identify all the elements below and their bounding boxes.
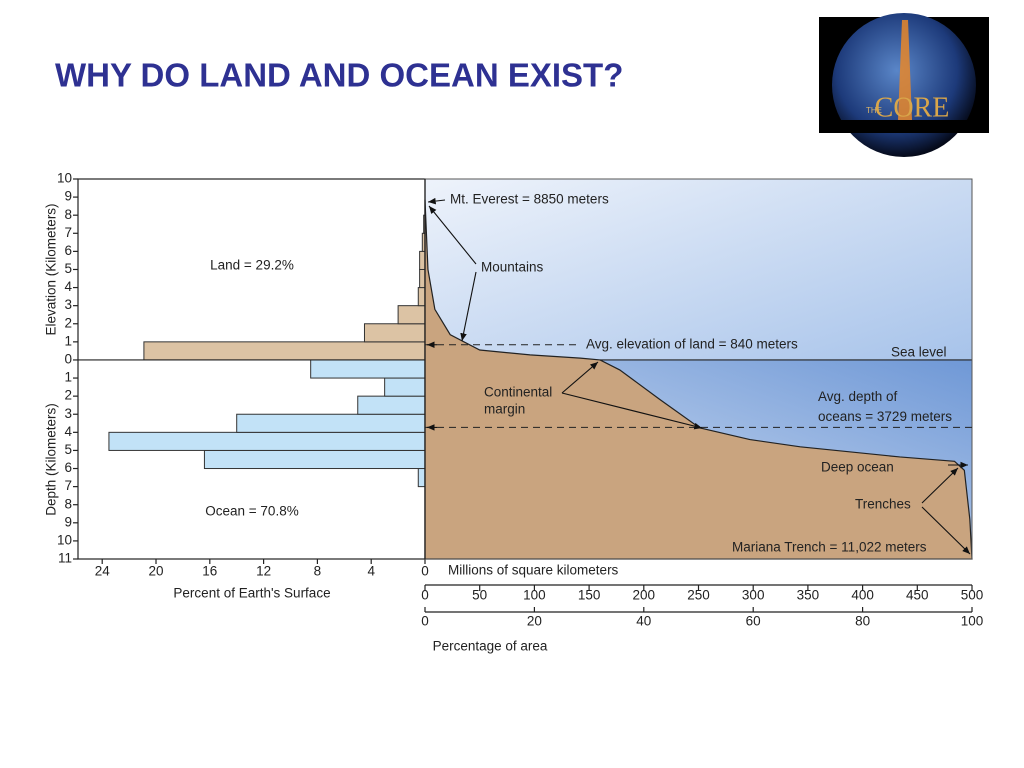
arrow bbox=[561, 361, 599, 394]
x2-tick-label: 80 bbox=[855, 614, 870, 629]
y-tick-label: 10 bbox=[57, 532, 72, 547]
annotation: Land = 29.2% bbox=[210, 257, 294, 272]
bar bbox=[397, 305, 426, 325]
arrow bbox=[921, 506, 971, 555]
y-tick-label: 8 bbox=[64, 207, 72, 222]
x-tick-label: 250 bbox=[687, 588, 710, 603]
bar bbox=[417, 287, 426, 307]
x-tick-label: 0 bbox=[421, 564, 429, 579]
y-tick-label: 5 bbox=[64, 261, 72, 276]
slide-title: WHY DO LAND AND OCEAN EXIST? bbox=[55, 57, 623, 94]
x-tick-label: 400 bbox=[851, 588, 874, 603]
bar bbox=[384, 377, 426, 397]
y-tick-label: 9 bbox=[64, 514, 72, 529]
x2-tick-label: 60 bbox=[746, 614, 761, 629]
bar bbox=[108, 431, 426, 451]
annotation: Deep ocean bbox=[821, 460, 894, 475]
area bbox=[424, 199, 973, 560]
bar bbox=[143, 341, 426, 361]
x2-tick-label: 40 bbox=[636, 614, 651, 629]
x-tick-label: 100 bbox=[523, 588, 546, 603]
annotation: Mt. Everest = 8850 meters bbox=[450, 192, 609, 207]
bar bbox=[419, 268, 426, 289]
annotation: Trenches bbox=[855, 497, 911, 512]
logo-small: THE bbox=[866, 106, 882, 115]
annotation: Sea level bbox=[891, 345, 947, 360]
x-tick-label: 24 bbox=[95, 564, 111, 579]
y-tick-label: 6 bbox=[64, 243, 72, 258]
x-tick-label: 12 bbox=[256, 564, 271, 579]
y-tick-label: 10 bbox=[57, 171, 72, 186]
x-axis-title: Percent of Earth's Surface bbox=[173, 586, 330, 601]
bar bbox=[419, 250, 426, 270]
annotation: Continental bbox=[484, 385, 552, 400]
bar bbox=[363, 323, 426, 343]
annotation: Mountains bbox=[481, 260, 544, 275]
x-axis-title: Millions of square kilometers bbox=[448, 563, 619, 578]
y-tick-label: 8 bbox=[64, 496, 72, 511]
bar bbox=[417, 468, 426, 488]
y-tick-label: 2 bbox=[64, 388, 72, 403]
arrow bbox=[921, 467, 959, 504]
x-tick-label: 450 bbox=[906, 588, 929, 603]
y-tick-label: 1 bbox=[64, 333, 72, 348]
reference-label: Avg. elevation of land = 840 meters bbox=[586, 336, 798, 351]
x-tick-label: 150 bbox=[578, 588, 601, 603]
x-tick-label: 500 bbox=[961, 588, 984, 603]
y-tick-label: 11 bbox=[58, 551, 72, 566]
y-tick-label: 7 bbox=[64, 225, 72, 240]
y-tick-label: 3 bbox=[64, 297, 72, 312]
reference-label: Avg. depth of bbox=[818, 389, 898, 404]
annotation: Mariana Trench = 11,022 meters bbox=[732, 540, 927, 555]
x-tick-label: 300 bbox=[742, 588, 765, 603]
y-tick-label: 1 bbox=[64, 370, 72, 385]
annotation: Ocean = 70.8% bbox=[205, 504, 298, 519]
y-tick-label: 4 bbox=[64, 424, 72, 439]
bar bbox=[357, 395, 426, 415]
x2-tick-label: 20 bbox=[527, 614, 542, 629]
x-tick-label: 8 bbox=[314, 564, 322, 579]
arrow bbox=[561, 392, 703, 430]
x2-tick-label: 100 bbox=[961, 614, 984, 629]
arrow bbox=[428, 205, 477, 265]
y-axis-title: Depth (Kilometers) bbox=[44, 403, 59, 516]
logo: THE CORE bbox=[819, 13, 989, 157]
x2-tick-label: 0 bbox=[421, 614, 429, 629]
y-tick-label: 6 bbox=[64, 460, 72, 475]
x-tick-label: 0 bbox=[421, 588, 429, 603]
y-tick-label: 9 bbox=[64, 189, 72, 204]
arrow bbox=[427, 197, 446, 205]
y-tick-label: 4 bbox=[64, 279, 72, 294]
x2-axis-title: Percentage of area bbox=[433, 639, 548, 654]
y-tick-label: 2 bbox=[64, 315, 72, 330]
x-tick-label: 200 bbox=[633, 588, 656, 603]
y-tick-label: 0 bbox=[64, 352, 72, 367]
y-tick-label: 5 bbox=[64, 442, 72, 457]
x-tick-label: 50 bbox=[472, 588, 487, 603]
arrow bbox=[460, 271, 477, 342]
y-tick-label: 7 bbox=[64, 478, 72, 493]
bar bbox=[236, 413, 426, 433]
bar bbox=[310, 359, 426, 379]
logo-main: CORE bbox=[875, 92, 950, 123]
annotation: margin bbox=[484, 402, 525, 417]
x-tick-label: 4 bbox=[367, 564, 375, 579]
y-tick-label: 3 bbox=[64, 406, 72, 421]
x-tick-label: 20 bbox=[148, 564, 163, 579]
x-tick-label: 16 bbox=[202, 564, 217, 579]
x-tick-label: 350 bbox=[797, 588, 820, 603]
y-axis-title: Elevation (Kilometers) bbox=[44, 203, 59, 335]
bar bbox=[203, 449, 426, 470]
reference-label: oceans = 3729 meters bbox=[818, 409, 952, 424]
